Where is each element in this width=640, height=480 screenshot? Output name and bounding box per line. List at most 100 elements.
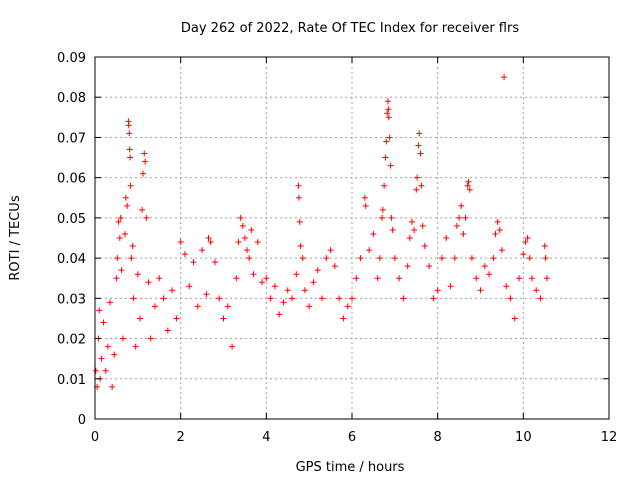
data-point bbox=[430, 295, 437, 302]
data-point bbox=[466, 186, 473, 193]
data-point bbox=[111, 351, 118, 358]
data-point bbox=[496, 226, 503, 233]
y-tick-label: 0.03 bbox=[57, 292, 86, 307]
data-point bbox=[250, 271, 257, 278]
data-point bbox=[115, 218, 122, 225]
data-point bbox=[102, 367, 109, 374]
data-point bbox=[254, 239, 261, 246]
data-point bbox=[143, 214, 150, 221]
data-point bbox=[477, 287, 484, 294]
data-point bbox=[418, 182, 425, 189]
data-point bbox=[413, 186, 420, 193]
x-tick-label: 0 bbox=[91, 430, 99, 445]
data-point bbox=[177, 239, 184, 246]
data-point bbox=[524, 235, 531, 241]
data-point bbox=[447, 283, 454, 290]
data-point bbox=[374, 275, 381, 282]
data-point bbox=[160, 295, 167, 302]
data-point bbox=[241, 235, 248, 241]
data-point bbox=[417, 150, 424, 157]
data-point bbox=[306, 303, 313, 310]
y-tick-label: 0.01 bbox=[57, 373, 86, 388]
data-point bbox=[293, 271, 300, 278]
data-point bbox=[543, 275, 550, 282]
data-point bbox=[387, 162, 394, 169]
y-axis-label: ROTI / TECUs bbox=[8, 195, 23, 280]
data-point bbox=[391, 255, 398, 262]
data-point bbox=[349, 295, 355, 302]
data-point bbox=[498, 247, 505, 254]
data-point bbox=[511, 315, 518, 322]
data-point bbox=[164, 327, 171, 334]
data-point bbox=[541, 243, 548, 250]
data-point bbox=[181, 251, 188, 258]
x-tick-label: 8 bbox=[434, 430, 442, 445]
data-point bbox=[134, 271, 141, 278]
data-point bbox=[237, 214, 244, 221]
data-point bbox=[323, 255, 330, 262]
data-point bbox=[381, 182, 388, 189]
data-point bbox=[136, 315, 143, 322]
data-point bbox=[327, 247, 334, 254]
y-tick-label: 0.05 bbox=[57, 212, 86, 227]
data-point bbox=[173, 315, 180, 322]
data-point bbox=[156, 275, 163, 282]
data-point bbox=[239, 222, 246, 229]
data-point bbox=[169, 287, 176, 294]
data-point bbox=[145, 279, 152, 286]
data-point bbox=[385, 106, 392, 113]
data-point bbox=[456, 214, 463, 221]
data-point bbox=[458, 202, 465, 209]
data-point bbox=[122, 194, 129, 201]
data-point bbox=[141, 150, 148, 157]
data-point bbox=[419, 222, 426, 229]
data-point bbox=[216, 295, 223, 302]
data-point bbox=[501, 74, 508, 81]
data-point bbox=[139, 170, 146, 177]
data-point bbox=[126, 146, 133, 153]
data-point bbox=[388, 214, 395, 221]
data-point bbox=[353, 275, 360, 282]
data-point bbox=[537, 295, 544, 302]
data-point bbox=[389, 226, 396, 233]
data-point bbox=[114, 255, 121, 262]
data-point bbox=[98, 355, 105, 362]
y-tick-label: 0.09 bbox=[57, 51, 86, 66]
data-point bbox=[415, 142, 422, 149]
data-point bbox=[522, 239, 529, 246]
data-point bbox=[462, 214, 469, 221]
data-point bbox=[384, 98, 391, 105]
x-tick-label: 12 bbox=[601, 430, 618, 445]
data-point bbox=[460, 230, 467, 237]
data-point bbox=[296, 218, 303, 225]
y-tick-label: 0.07 bbox=[57, 131, 86, 146]
data-point bbox=[453, 222, 460, 229]
data-point bbox=[404, 263, 411, 270]
data-point bbox=[408, 218, 415, 225]
data-point bbox=[190, 259, 197, 266]
data-point bbox=[142, 158, 149, 165]
data-point bbox=[378, 214, 385, 221]
data-point bbox=[96, 307, 103, 314]
data-point bbox=[127, 154, 134, 161]
data-point bbox=[92, 367, 99, 374]
data-point bbox=[344, 303, 351, 310]
y-tick-label: 0.06 bbox=[57, 172, 86, 187]
data-point bbox=[421, 243, 428, 250]
x-tick-label: 2 bbox=[177, 430, 185, 445]
data-point bbox=[194, 303, 201, 310]
data-point bbox=[361, 194, 368, 201]
data-point bbox=[494, 218, 501, 225]
x-tick-label: 4 bbox=[262, 430, 270, 445]
data-point bbox=[331, 263, 338, 270]
data-point bbox=[414, 174, 421, 181]
data-point bbox=[319, 295, 326, 302]
data-point bbox=[468, 255, 475, 262]
data-point bbox=[366, 247, 373, 254]
y-tick-label: 0 bbox=[78, 413, 86, 428]
data-point bbox=[406, 235, 413, 241]
data-point bbox=[151, 303, 158, 310]
data-point bbox=[370, 230, 377, 237]
chart-title: Day 262 of 2022, Rate Of TEC Index for r… bbox=[181, 21, 519, 36]
data-point bbox=[116, 235, 123, 241]
